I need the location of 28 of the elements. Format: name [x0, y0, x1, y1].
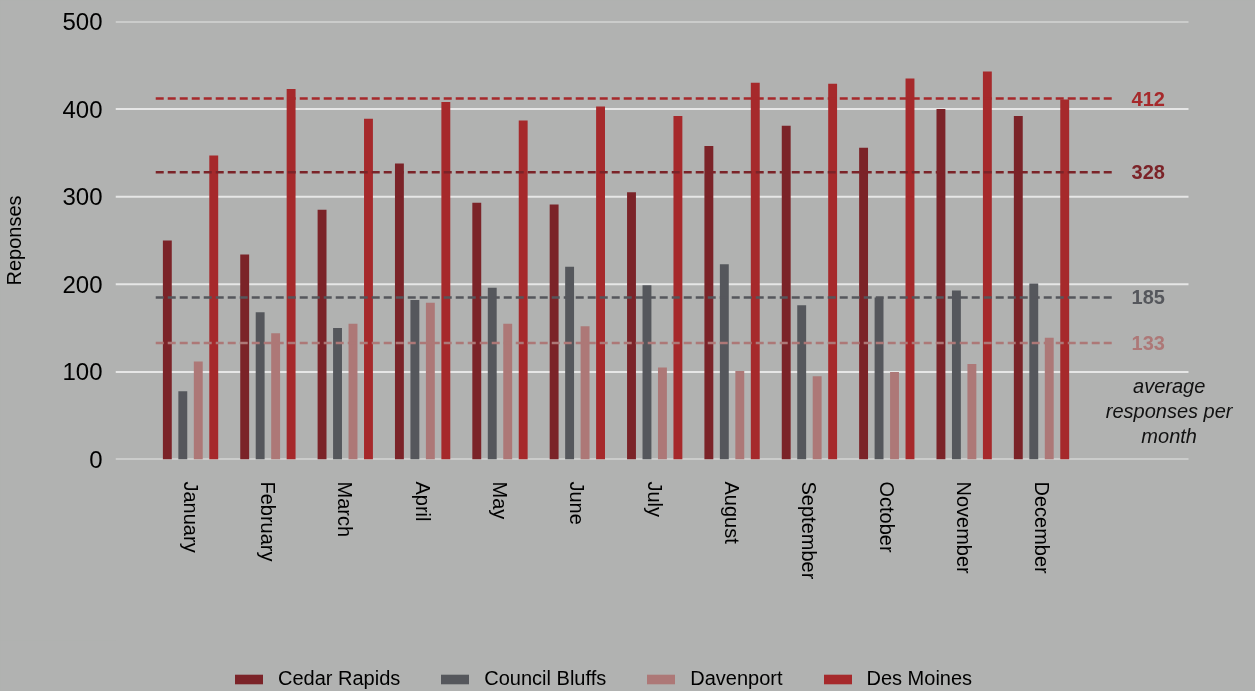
x-tick-label: June	[566, 481, 589, 525]
y-axis-title: Reponses	[3, 195, 26, 286]
ref-line-label: 328	[1131, 161, 1165, 184]
x-tick-label: April	[411, 481, 434, 522]
x-tick-label: December	[1030, 481, 1053, 575]
y-tick-label: 400	[62, 95, 103, 123]
legend-label: Davenport	[690, 667, 783, 690]
x-tick-label: November	[953, 481, 976, 575]
legend-label: Cedar Rapids	[278, 667, 401, 690]
legend-label: Council Bluffs	[484, 667, 607, 690]
ref-line-label: 412	[1131, 87, 1165, 110]
y-tick-label: 100	[62, 358, 103, 386]
y-tick-label: 200	[62, 270, 103, 298]
y-tick-label: 500	[62, 8, 103, 35]
annotation: average responses per month	[1105, 374, 1234, 448]
ref-line-label: 185	[1131, 286, 1165, 309]
x-tick-label: August	[721, 481, 744, 545]
x-tick-label: January	[179, 481, 202, 553]
x-tick-label: October	[875, 481, 898, 553]
x-tick-label: February	[256, 481, 279, 562]
y-tick-label: 0	[89, 446, 103, 473]
y-tick-label: 300	[62, 183, 103, 211]
x-tick-label: July	[643, 481, 666, 518]
x-tick-label: May	[488, 481, 511, 520]
x-tick-label: September	[798, 481, 821, 580]
x-tick-label: March	[334, 481, 357, 538]
legend-label: Des Moines	[866, 667, 973, 690]
ref-line-label: 133	[1131, 331, 1165, 354]
